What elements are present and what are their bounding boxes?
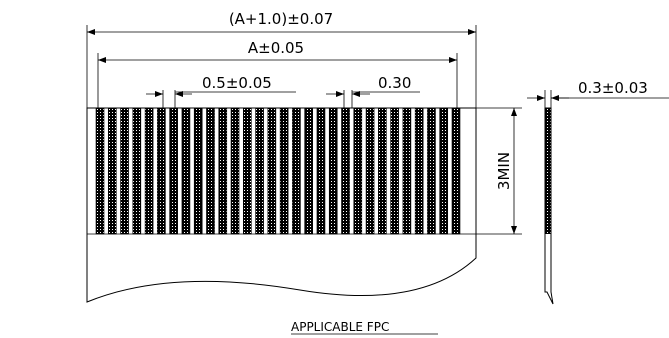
contact-finger [132, 107, 142, 235]
contact-finger [206, 107, 215, 235]
contact-finger [95, 107, 105, 235]
contact-finger [292, 107, 301, 235]
fpc-side-view-contact [545, 108, 551, 234]
contact-finger [439, 107, 449, 235]
drawing-title: APPLICABLE FPC [291, 320, 389, 334]
dimension-contact-length-label: 3MIN [495, 152, 513, 190]
contact-finger [218, 107, 228, 235]
contact-finger [378, 107, 387, 235]
contact-finger [402, 107, 412, 235]
contact-finger [120, 107, 129, 235]
contact-finger [230, 107, 240, 235]
dimension-overall-label: (A+1.0)±0.07 [229, 10, 333, 28]
dimension-thickness-label: 0.3±0.03 [578, 79, 648, 97]
contact-finger [451, 107, 461, 235]
fpc-outline [86, 107, 477, 303]
contact-finger [181, 107, 191, 235]
contact-finger [390, 107, 399, 235]
contact-finger [279, 107, 289, 235]
contact-finger [427, 107, 436, 235]
contact-finger [414, 107, 424, 235]
contact-finger [107, 107, 117, 235]
dimension-contact-span-label: A±0.05 [248, 39, 304, 57]
contact-finger [365, 107, 375, 235]
contact-finger [341, 107, 350, 235]
contact-finger [157, 107, 166, 235]
dimension-pitch-label: 0.5±0.05 [202, 74, 272, 92]
contact-finger [255, 107, 264, 235]
contact-finger [353, 107, 363, 235]
contact-group [95, 107, 461, 235]
contact-finger [328, 107, 338, 235]
contact-finger [169, 107, 178, 235]
contact-finger [243, 107, 252, 235]
contact-finger [304, 107, 313, 235]
contact-finger [193, 107, 203, 235]
dimension-contact-width-label: 0.30 [378, 74, 411, 92]
contact-finger [144, 107, 154, 235]
contact-finger [267, 107, 277, 235]
contact-finger [316, 107, 326, 235]
